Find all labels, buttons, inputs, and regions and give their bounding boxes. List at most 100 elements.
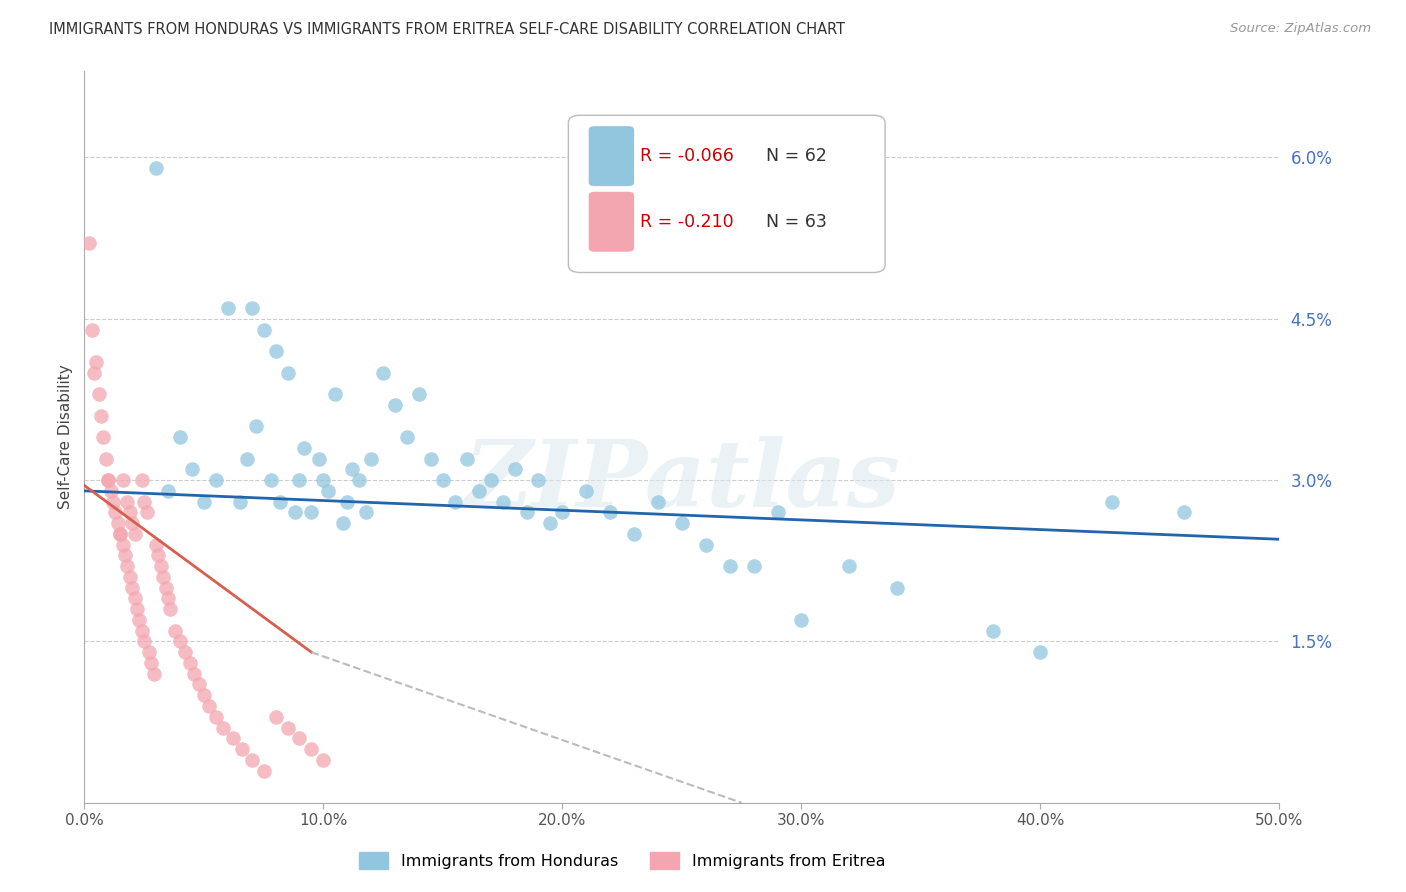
Point xyxy=(308,451,330,466)
Point xyxy=(277,721,299,735)
Point xyxy=(183,666,205,681)
Point xyxy=(766,505,789,519)
Text: N = 62: N = 62 xyxy=(766,147,827,165)
Text: ZIPatlas: ZIPatlas xyxy=(464,436,900,526)
Point xyxy=(165,624,187,638)
Point xyxy=(124,527,146,541)
Point xyxy=(145,161,167,176)
Point xyxy=(516,505,538,519)
Point xyxy=(193,688,215,702)
FancyBboxPatch shape xyxy=(568,115,886,273)
Point xyxy=(97,473,120,487)
Text: R = -0.066: R = -0.066 xyxy=(640,147,734,165)
Point xyxy=(301,742,323,756)
Point xyxy=(80,322,103,336)
Point xyxy=(316,483,339,498)
Point xyxy=(1173,505,1195,519)
Point xyxy=(159,602,181,616)
Point xyxy=(169,634,191,648)
Point xyxy=(197,698,219,713)
Point xyxy=(217,301,239,315)
Point xyxy=(356,505,378,519)
Y-axis label: Self-Care Disability: Self-Care Disability xyxy=(58,365,73,509)
Point xyxy=(240,753,263,767)
Point xyxy=(540,516,562,530)
Point xyxy=(479,473,502,487)
Point xyxy=(205,473,228,487)
Point xyxy=(128,613,150,627)
Point xyxy=(87,387,110,401)
Point xyxy=(742,559,765,574)
Point xyxy=(420,451,443,466)
Point xyxy=(695,538,717,552)
Point xyxy=(100,483,122,498)
Point xyxy=(575,483,598,498)
Point xyxy=(312,473,335,487)
Point xyxy=(349,473,371,487)
Point xyxy=(111,538,134,552)
Point xyxy=(231,742,253,756)
Point xyxy=(288,473,311,487)
Point xyxy=(301,505,323,519)
Point xyxy=(1101,494,1123,508)
Point xyxy=(117,494,139,508)
Point xyxy=(396,430,419,444)
Point xyxy=(205,710,228,724)
Point xyxy=(125,602,148,616)
Point xyxy=(551,505,574,519)
Point xyxy=(141,656,163,670)
Point xyxy=(157,591,180,606)
Point xyxy=(94,451,117,466)
Text: N = 63: N = 63 xyxy=(766,213,827,231)
Point xyxy=(671,516,693,530)
Point xyxy=(111,473,134,487)
Point xyxy=(132,494,156,508)
FancyBboxPatch shape xyxy=(589,192,634,252)
Point xyxy=(360,451,382,466)
Point xyxy=(288,731,311,746)
Point xyxy=(212,721,235,735)
Point xyxy=(155,581,177,595)
Point xyxy=(169,430,191,444)
Point xyxy=(384,398,406,412)
Point xyxy=(332,516,354,530)
Point xyxy=(93,430,115,444)
Text: R = -0.210: R = -0.210 xyxy=(640,213,734,231)
Point xyxy=(253,764,276,778)
Point xyxy=(152,570,174,584)
Point xyxy=(886,581,908,595)
Text: IMMIGRANTS FROM HONDURAS VS IMMIGRANTS FROM ERITREA SELF-CARE DISABILITY CORRELA: IMMIGRANTS FROM HONDURAS VS IMMIGRANTS F… xyxy=(49,22,845,37)
Point xyxy=(325,387,347,401)
Legend: Immigrants from Honduras, Immigrants from Eritrea: Immigrants from Honduras, Immigrants fro… xyxy=(353,846,891,875)
Point xyxy=(149,559,172,574)
Point xyxy=(83,366,105,380)
Point xyxy=(114,549,136,563)
Point xyxy=(264,344,287,359)
Point xyxy=(131,624,153,638)
FancyBboxPatch shape xyxy=(589,126,634,186)
Point xyxy=(269,494,291,508)
Point xyxy=(527,473,550,487)
Point xyxy=(264,710,287,724)
Point xyxy=(790,613,813,627)
Point xyxy=(157,483,180,498)
Point xyxy=(97,473,120,487)
Point xyxy=(121,516,143,530)
Point xyxy=(121,581,143,595)
Point xyxy=(312,753,335,767)
Point xyxy=(118,505,141,519)
Point xyxy=(838,559,860,574)
Point xyxy=(142,666,165,681)
Point xyxy=(229,494,252,508)
Point xyxy=(107,516,129,530)
Point xyxy=(104,505,127,519)
Point xyxy=(336,494,359,508)
Point xyxy=(981,624,1004,638)
Point xyxy=(503,462,526,476)
Point xyxy=(138,645,160,659)
Point xyxy=(110,527,132,541)
Point xyxy=(240,301,263,315)
Point xyxy=(77,236,100,251)
Point xyxy=(124,591,146,606)
Point xyxy=(131,473,153,487)
